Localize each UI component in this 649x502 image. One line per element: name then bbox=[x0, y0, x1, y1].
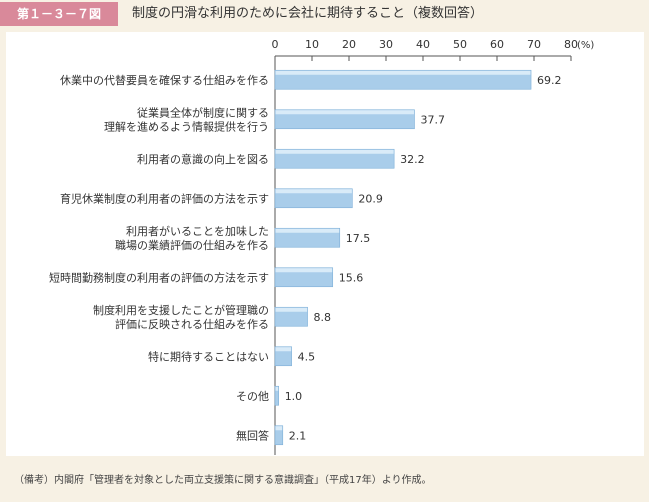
bar bbox=[274, 425, 284, 446]
source-note: （備考）内閣府「管理者を対象とした両立支援策に関する意識調査」（平成17年）より… bbox=[14, 475, 432, 486]
category-label: 短時間勤務制度の利用者の評価の方法を示す bbox=[49, 270, 269, 284]
bar-chart: 0 10 20 30 40 50 60 70 80 (%) 69.2 休業中の代替要員を確保する仕組み… bbox=[49, 38, 594, 455]
bar-highlight bbox=[275, 268, 333, 273]
x-tick-label: 10 bbox=[305, 38, 319, 51]
value-label: 20.9 bbox=[358, 192, 383, 205]
bar-highlight bbox=[275, 110, 414, 115]
figure-title: 制度の円滑な利用のために会社に期待すること（複数回答） bbox=[132, 6, 484, 21]
category-label: 特に期待することはない bbox=[148, 349, 269, 363]
category-label: 職場の業績評価の仕組みを作る bbox=[115, 238, 269, 252]
x-tick-label: 0 bbox=[272, 38, 279, 51]
x-tick-label: 60 bbox=[490, 38, 504, 51]
bar-highlight bbox=[275, 307, 308, 312]
category-label: 理解を進めるよう情報提供を行う bbox=[104, 119, 269, 133]
bar-highlight bbox=[275, 149, 394, 154]
category-label: 評価に反映される仕組みを作る bbox=[115, 317, 269, 331]
bar bbox=[274, 69, 532, 90]
figure-number-badge: 第１－３－７図 bbox=[0, 2, 118, 26]
bar bbox=[274, 306, 308, 327]
category-label: 無回答 bbox=[236, 428, 269, 442]
category-label: 制度利用を支援したことが管理職の bbox=[93, 303, 269, 317]
category-label: 利用者の意識の向上を図る bbox=[137, 152, 269, 166]
bar-highlight bbox=[275, 70, 531, 75]
bar-highlight bbox=[275, 426, 283, 431]
bar bbox=[274, 188, 353, 209]
value-label: 4.5 bbox=[298, 350, 316, 363]
bar bbox=[274, 148, 395, 169]
x-tick-label: 30 bbox=[379, 38, 393, 51]
x-tick-label: 80 bbox=[564, 38, 578, 51]
value-label: 2.1 bbox=[289, 429, 307, 442]
figure-header: 第１－３－７図 制度の円滑な利用のために会社に期待すること（複数回答） bbox=[0, 0, 649, 30]
value-label: 69.2 bbox=[537, 74, 562, 87]
bar bbox=[274, 385, 279, 406]
value-label: 37.7 bbox=[420, 113, 445, 126]
x-tick-label: 20 bbox=[342, 38, 356, 51]
x-tick-label: 40 bbox=[416, 38, 430, 51]
value-label: 32.2 bbox=[400, 153, 425, 166]
bar bbox=[274, 346, 292, 367]
bar-highlight bbox=[275, 189, 352, 194]
bar bbox=[274, 267, 334, 288]
x-tick-label: 70 bbox=[527, 38, 541, 51]
category-label: 従業員全体が制度に関する bbox=[137, 105, 269, 119]
category-label: 休業中の代替要員を確保する仕組みを作る bbox=[60, 73, 269, 87]
bar bbox=[274, 109, 415, 130]
bar-highlight bbox=[275, 228, 340, 233]
category-label: 育児休業制度の利用者の評価の方法を示す bbox=[60, 191, 269, 205]
value-label: 8.8 bbox=[314, 311, 332, 324]
x-tick-label: 50 bbox=[453, 38, 467, 51]
category-label: 利用者がいることを加味した bbox=[126, 224, 269, 238]
bar-highlight bbox=[275, 347, 292, 352]
value-label: 15.6 bbox=[339, 271, 364, 284]
value-label: 17.5 bbox=[346, 232, 371, 245]
x-unit-label: (%) bbox=[577, 40, 594, 51]
bar bbox=[274, 227, 341, 248]
chart-panel: 0 10 20 30 40 50 60 70 80 (%) 69.2 休業中の代替要員を確保する仕組み… bbox=[6, 32, 644, 456]
value-label: 1.0 bbox=[285, 390, 303, 403]
category-label: その他 bbox=[236, 390, 269, 403]
bar-highlight bbox=[275, 386, 279, 391]
